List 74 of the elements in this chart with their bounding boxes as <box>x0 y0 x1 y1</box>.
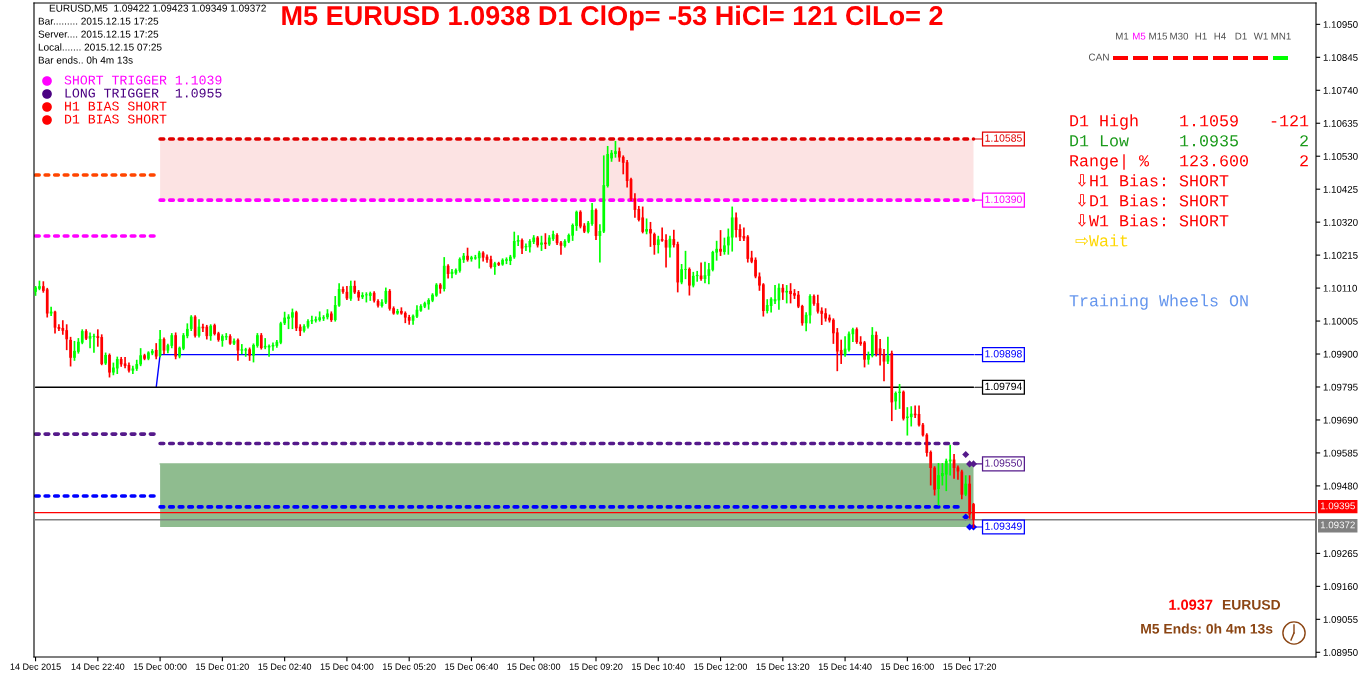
annotation: LONG TRIGGER 1.0955 <box>65 88 222 98</box>
annotation: M1 <box>1116 32 1129 40</box>
y-tick-label: 1.09480 <box>1323 482 1358 490</box>
annotation: W1 <box>1253 32 1268 40</box>
annotation: Local....... 2015.12.15 07:25 <box>38 43 162 51</box>
x-tick-label: 15 Dec 00:00 <box>133 663 187 670</box>
annotation: Training Wheels ON <box>1069 294 1248 310</box>
y-tick-label: 1.09795 <box>1323 383 1358 391</box>
annotation: M5 <box>1133 32 1146 40</box>
annotation: H1 BIAS SHORT <box>65 101 167 111</box>
chart-title: M5 EURUSD 1.0938 D1 ClOp= -53 HiCl= 121 ClLo= 2 <box>282 5 943 31</box>
legend-label: 1.09898 <box>985 350 1022 358</box>
y-tick-label: 1.09900 <box>1323 350 1358 358</box>
x-tick-label: 15 Dec 04:00 <box>320 663 374 670</box>
y-tick-label: 1.09160 <box>1323 583 1358 590</box>
y-tick-label: 1.10950 <box>1323 21 1358 28</box>
annotation: H1 <box>1195 32 1207 40</box>
y-tick-label: 1.09690 <box>1323 416 1358 424</box>
x-tick-label: 15 Dec 08:00 <box>507 663 561 670</box>
y-tick-label: 1.10425 <box>1323 185 1358 193</box>
annotation: D1 Low 1.0935 2 <box>1070 135 1308 147</box>
x-tick-label: 15 Dec 16:00 <box>881 663 934 670</box>
annotation: ⇩W1 Bias: SHORT <box>1077 214 1229 227</box>
ref-line-label: 1.09372 <box>1320 521 1355 529</box>
annotation: ⇨Wait <box>1075 234 1128 247</box>
y-tick-label: 1.10110 <box>1323 284 1357 292</box>
annotation: D1 High 1.1059 -121 <box>1070 114 1309 130</box>
x-tick-label: 15 Dec 09:20 <box>569 663 623 670</box>
annotation: ⇩H1 Bias: SHORT <box>1077 174 1229 187</box>
y-tick-label: 1.10005 <box>1323 317 1358 325</box>
legend-label: 1.10585 <box>985 134 1022 142</box>
legend-label: 1.09349 <box>985 522 1022 530</box>
y-tick-label: 1.10320 <box>1323 218 1358 226</box>
legend-label: 1.09794 <box>985 382 1022 391</box>
annotation: Bar......... 2015.12.15 17:25 <box>38 17 159 25</box>
x-tick-label: 15 Dec 17:20 <box>943 663 997 670</box>
annotation: SHORT TRIGGER 1.1039 <box>64 75 222 85</box>
x-tick-label: 15 Dec 13:20 <box>756 663 810 670</box>
annotation: M15 <box>1149 32 1168 40</box>
y-tick-label: 1.10845 <box>1323 54 1358 61</box>
legend-label: 1.10390 <box>985 195 1022 203</box>
annotation: CAN <box>1088 53 1109 61</box>
x-tick-label: 14 Dec 22:40 <box>71 663 125 670</box>
x-tick-label: 15 Dec 12:00 <box>694 663 748 670</box>
x-tick-label: 15 Dec 14:40 <box>818 663 872 670</box>
annotation: D1 <box>1235 32 1247 40</box>
annotation: ⇩D1 Bias: SHORT <box>1077 194 1229 207</box>
annotation: M5 Ends: 0h 4m 13s <box>1141 623 1273 634</box>
x-tick-label: 15 Dec 01:20 <box>196 663 249 670</box>
annotation: Range| % 123.600 2 <box>1070 154 1308 170</box>
x-tick-label: 15 Dec 06:40 <box>445 663 498 670</box>
x-tick-label: 15 Dec 05:20 <box>383 663 436 670</box>
annotation: EURUSD,M5 1.09422 1.09423 1.09349 1.09372 <box>49 4 266 13</box>
x-tick-label: 15 Dec 02:40 <box>258 663 312 670</box>
annotation: EURUSD <box>1222 599 1281 610</box>
legend-label: 1.09550 <box>985 459 1022 467</box>
annotation: MN1 <box>1271 32 1291 40</box>
annotation: Server.... 2015.12.15 17:25 <box>38 30 159 38</box>
x-tick-label: 15 Dec 10:40 <box>632 663 685 670</box>
ref-line-label: 1.09395 <box>1320 502 1355 510</box>
annotation: 1.0937 <box>1169 599 1213 610</box>
y-tick-label: 1.08950 <box>1323 649 1358 656</box>
annotation: M30 <box>1170 32 1189 40</box>
y-tick-label: 1.09585 <box>1323 449 1358 457</box>
annotation: Bar ends.. 0h 4m 13s <box>38 56 133 64</box>
y-tick-label: 1.10215 <box>1323 251 1358 259</box>
y-tick-label: 1.10530 <box>1323 152 1358 160</box>
x-tick-label: 14 Dec 2015 <box>10 663 61 670</box>
y-tick-label: 1.10635 <box>1323 119 1358 127</box>
y-tick-label: 1.09265 <box>1323 550 1358 558</box>
annotation: H4 <box>1214 32 1226 40</box>
y-tick-label: 1.09055 <box>1323 616 1358 623</box>
y-tick-label: 1.10740 <box>1323 87 1358 94</box>
annotation: D1 BIAS SHORT <box>65 114 167 124</box>
